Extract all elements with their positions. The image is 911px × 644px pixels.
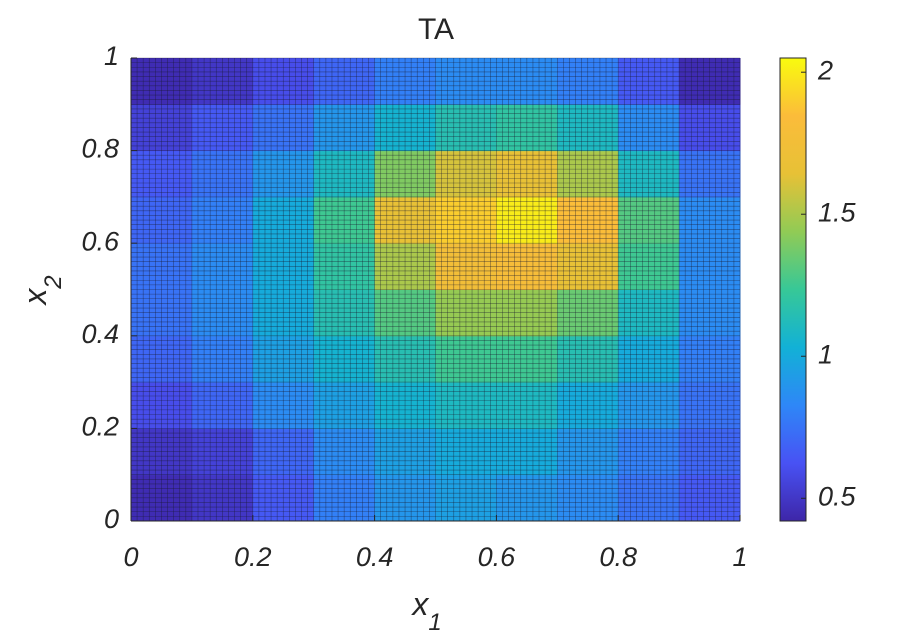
x-tick-label: 0 (123, 542, 138, 572)
y-tick-label: 0.6 (81, 226, 120, 256)
x-label-sub: 1 (428, 609, 441, 636)
colorbar-tick-label: 2 (817, 55, 833, 85)
colorbar-tick-label: 0.5 (818, 481, 857, 511)
colorbar-tick-label: 1.5 (818, 197, 857, 227)
chart-title: TA (418, 13, 454, 46)
y-tick-label: 0.2 (81, 412, 119, 442)
x-tick-label: 0.2 (234, 542, 272, 572)
colorbar-tick-label: 1 (818, 339, 833, 369)
mesh (130, 57, 741, 522)
y-tick-label: 0.4 (81, 319, 119, 349)
colorbar (779, 57, 807, 522)
y-label-main: x (17, 288, 53, 307)
y-tick-label: 0 (104, 504, 119, 534)
y-tick-label: 1 (104, 41, 119, 71)
x-axis-label: x1 (410, 586, 441, 636)
x-tick-label: 0.8 (599, 542, 637, 572)
x-tick-label: 0.4 (356, 542, 394, 572)
x-tick-label: 1 (732, 542, 747, 572)
x-label-main: x (410, 586, 429, 622)
y-axis-label: x2 (17, 275, 67, 306)
y-label-sub: 2 (40, 275, 67, 289)
y-tick-label: 0.8 (81, 134, 119, 164)
x-tick-label: 0.6 (478, 542, 517, 572)
